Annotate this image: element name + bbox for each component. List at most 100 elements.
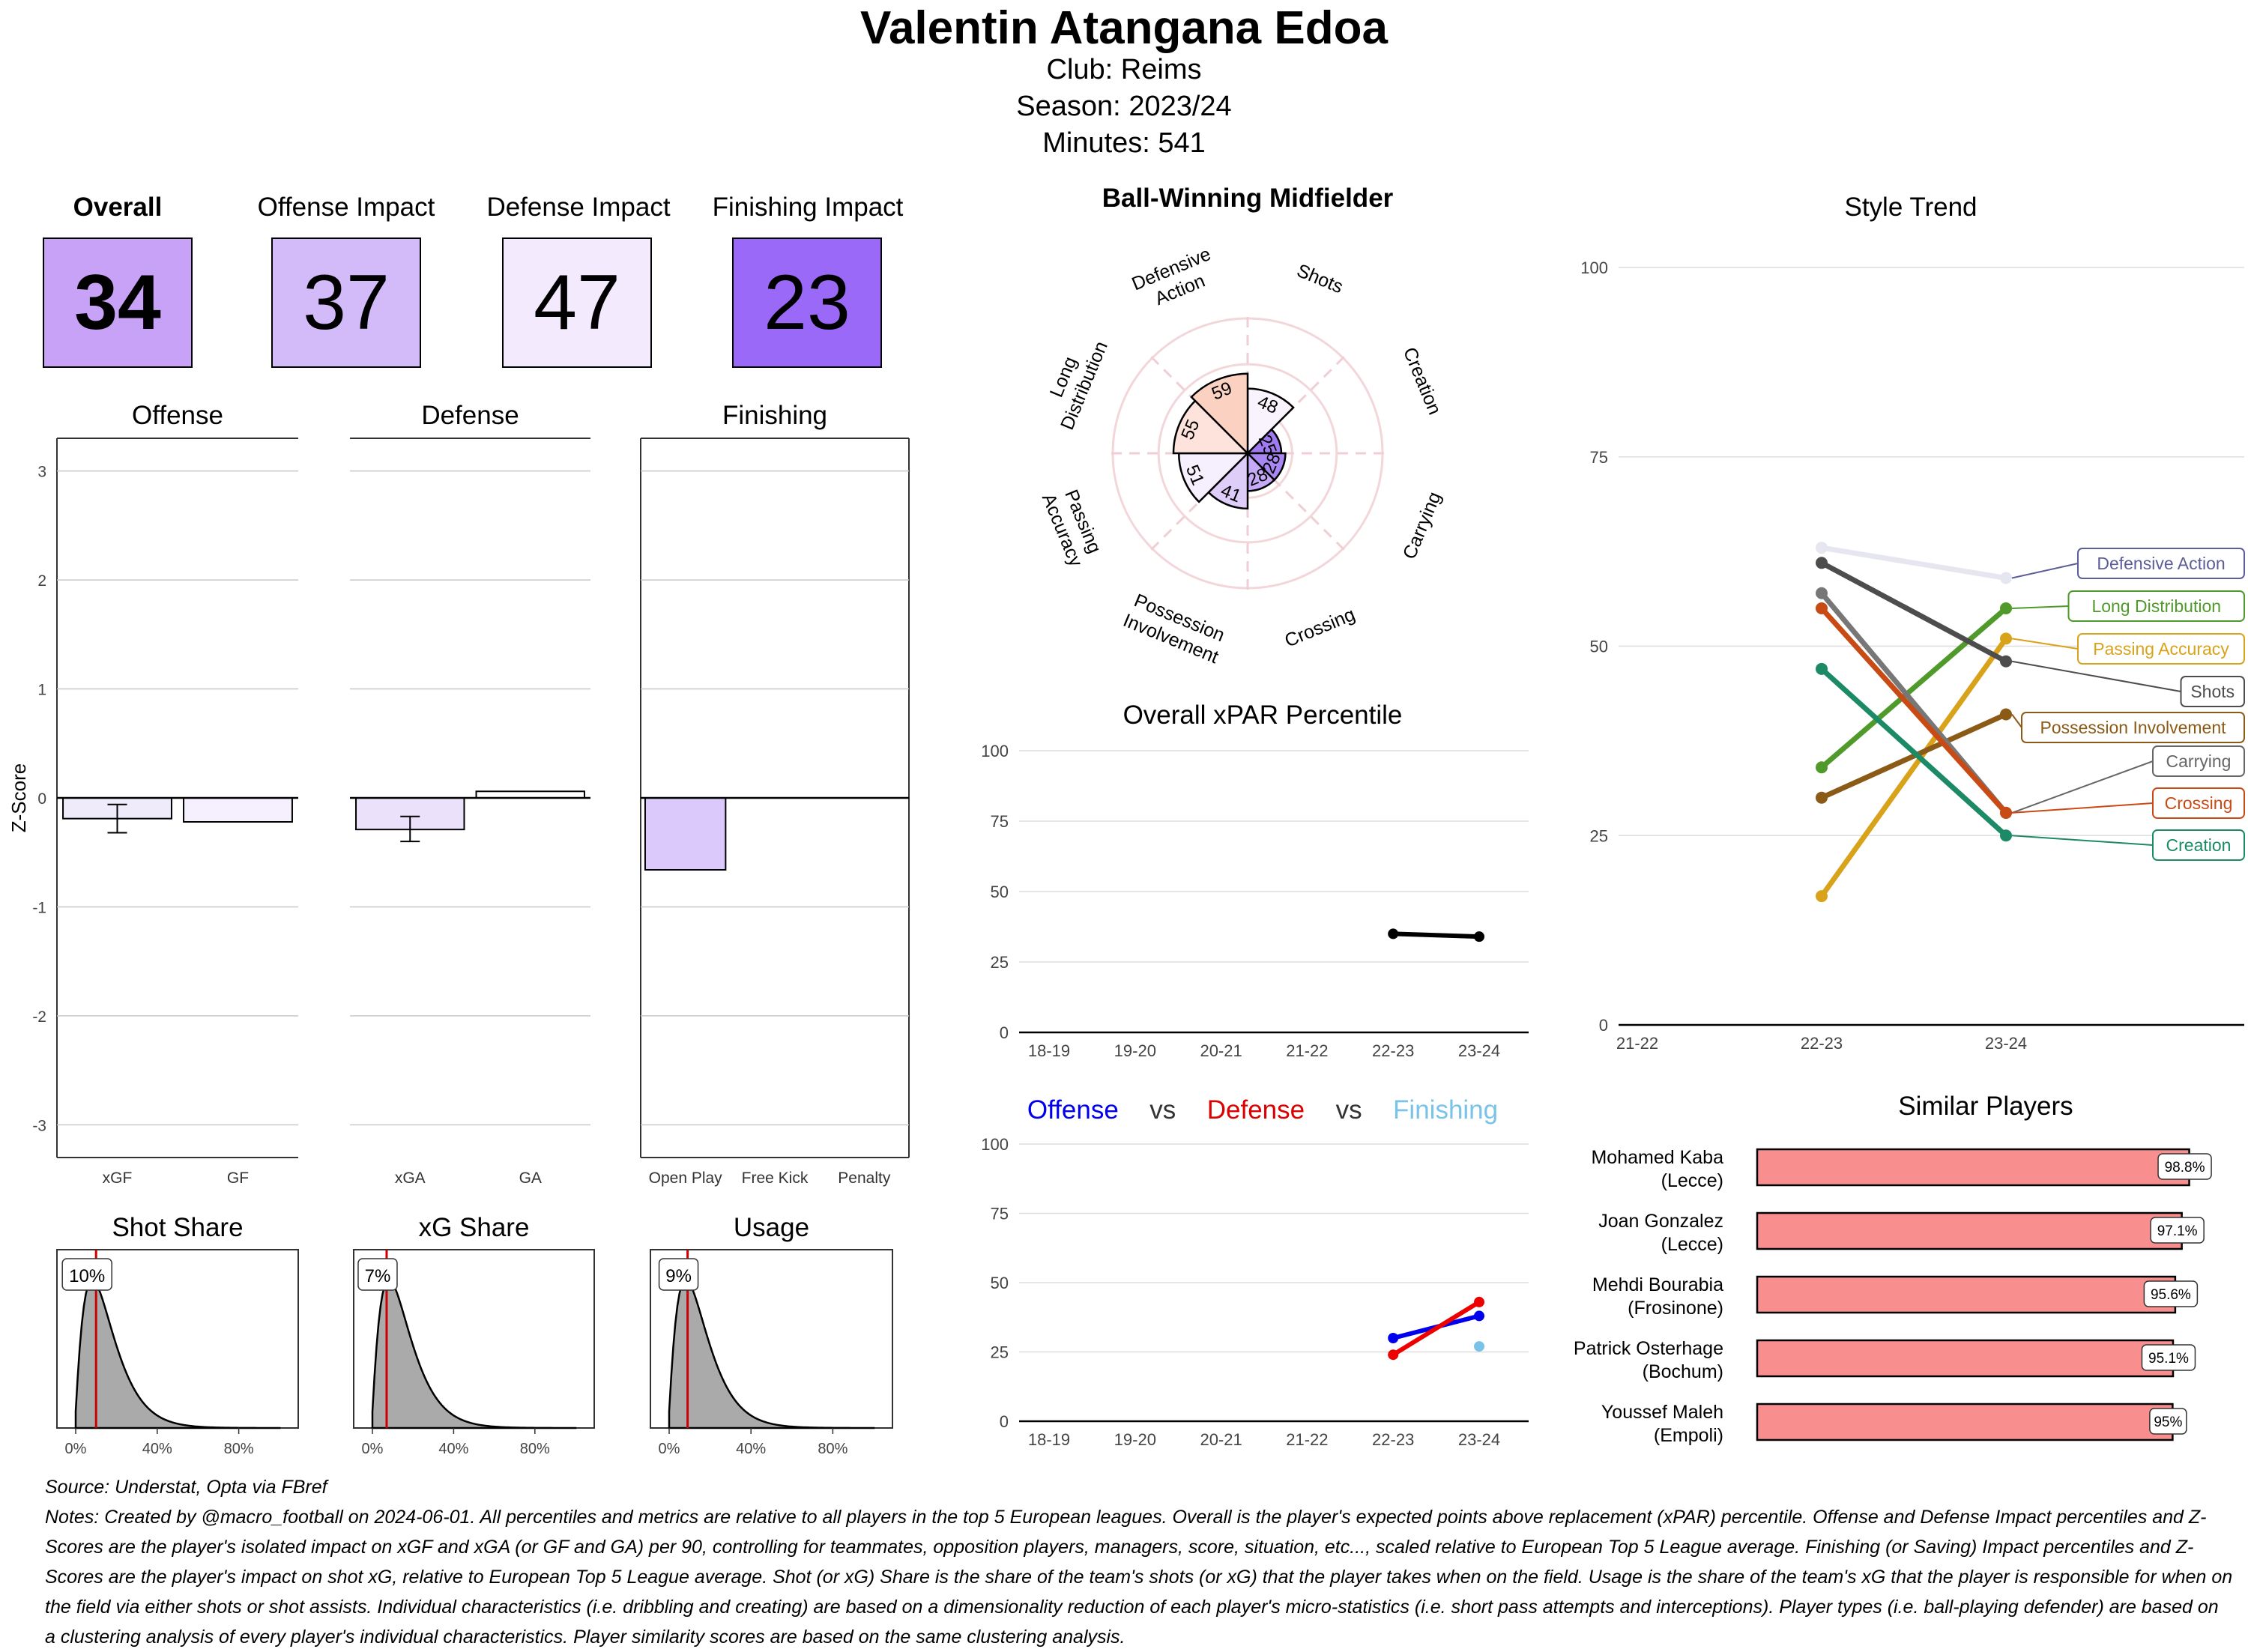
similar-label: 95.6% [2151,1287,2191,1303]
share-density-area [668,1278,875,1429]
share-xtick: 0% [65,1441,87,1453]
radar-axis-label: Shots [1294,260,1347,297]
zscore-ytick: -3 [32,1117,46,1134]
share-xtick: 0% [659,1441,680,1453]
zscore-ylabel: Z-Score [7,763,30,832]
similar-label-box [2150,1217,2205,1244]
style-series-line [1820,560,2007,664]
share-charts: Shot Share 10% 0% 40% 80% xG Share 7% 0% 40% 80% U… [56,1213,893,1453]
share-xtick: 40% [438,1441,468,1453]
line-xtick: 20-21 [1200,1430,1242,1449]
style-point [1816,791,1828,804]
radar-axis-label: Creation [1399,345,1445,418]
style-title: Style Trend [1844,193,1977,222]
share-xtick: 40% [736,1441,766,1453]
similar-player-name: Mehdi Bourabia [1592,1274,1723,1295]
season-line: Season: 2023/24 [0,91,2248,123]
style-label: Long Distribution [2091,596,2221,616]
radar-axis-label: PossessionInvolvement [1120,589,1230,668]
style-label: Carrying [2166,751,2232,771]
similar-label-box [2157,1153,2212,1180]
zscore-ytick: 0 [37,790,46,808]
zscore-xtick: GF [227,1170,249,1187]
style-ytick: 25 [1590,826,1608,845]
share-label-box [658,1258,699,1291]
ovd-title-vs-1: vs [1149,1095,1176,1125]
share-label-box [357,1258,398,1291]
similar-players-chart: Mohamed Kaba(Lecce)98.8%Joan Gonzalez(Le… [1574,1147,2212,1446]
line-xtick: 19-20 [1114,1430,1156,1449]
share-xtick: 40% [142,1441,172,1453]
zscore-chart: Z-Score 3 2 1 0 -1 -2 -3 Offense xGF GF Defense xGA G… [7,401,910,1187]
style-point [2000,829,2012,842]
line-xtick: 21-22 [1286,1041,1328,1060]
style-label-leader [2011,713,2022,728]
zscore-panel-title: Defense [421,401,519,430]
style-series-line [1819,637,2008,898]
style-label-leader [2011,638,2079,650]
style-point [2000,806,2012,819]
style-label-leader [2011,660,2181,692]
similar-player-name: Youssef Maleh [1601,1402,1723,1423]
line-xtick: 18-19 [1028,1041,1070,1060]
similar-label-box [2141,1344,2196,1371]
line-ytick: 0 [1000,1023,1009,1042]
overall-title: Overall xPAR Percentile [1123,701,1403,730]
similar-player-name: Mohamed Kaba [1591,1147,1723,1168]
similar-player-club: (Bochum) [1643,1361,1723,1382]
season-value: 2023/24 [1128,91,1232,122]
zscore-bar [475,790,585,799]
line-ytick: 100 [981,742,1009,760]
style-label: Passing Accuracy [2093,639,2229,659]
similar-bar [1756,1275,2177,1314]
style-point [2000,632,2012,645]
similar-title: Similar Players [1898,1092,2073,1121]
zscore-panel-title: Offense [132,401,223,430]
style-point [1816,602,1828,614]
radar-axis-label: PassingAccuracy [1038,482,1108,570]
style-ytick: 0 [1599,1016,1608,1035]
line-ytick: 75 [991,1205,1009,1223]
radar-axis-label: DefensiveAction [1128,243,1222,315]
similar-label: 95.1% [2148,1351,2189,1367]
share-xtick: 80% [520,1441,550,1453]
line-xtick: 23-24 [1458,1041,1500,1060]
style-label: Creation [2166,835,2232,855]
radar-wedge [1190,372,1249,456]
ovd-chart: 100 75 50 25 0 18-19 19-20 20-21 21-22 22-23 23-24 [981,1135,1529,1449]
style-label: Defensive Action [2097,554,2225,573]
style-label: Possession Involvement [2040,718,2226,737]
zscore-ytick: 3 [37,464,46,481]
share-label-box [61,1258,112,1291]
style-point [1816,761,1828,774]
ovd-title-defense: Defense [1206,1095,1305,1125]
style-series-line [1819,606,2008,815]
zscore-xtick: Open Play [649,1170,723,1187]
line-xtick: 21-22 [1286,1430,1328,1449]
footer-notes: Notes: Created by @macro_football on 202… [45,1507,2233,1648]
card-overall-label: Overall [73,193,163,222]
style-point [1816,890,1828,903]
card-finishing-label: Finishing Impact [712,193,904,222]
zscore-xtick: Penalty [838,1170,891,1187]
line-point [1474,1341,1484,1352]
card-finishing-value: 23 [732,237,882,368]
similar-label: 95% [2154,1415,2182,1430]
similar-player-name: Patrick Osterhage [1574,1338,1723,1359]
zscore-bar [183,797,293,823]
overall-chart: 100 75 50 25 0 18-19 19-20 20-21 21-22 22-23 23-24 [981,742,1529,1060]
style-label-box [2152,829,2245,861]
line-point [1474,931,1484,943]
line-series [1393,931,1480,940]
style-xtick: 21-22 [1616,1034,1658,1053]
radar-axis-label: Carrying [1399,488,1445,562]
style-label-box [2180,676,2245,707]
style-point [1816,557,1828,569]
style-series-line [1820,712,2007,800]
style-label-box [2077,633,2245,665]
line-xtick: 18-19 [1028,1430,1070,1449]
club-value: Reims [1120,54,1202,85]
radar-wedge [1177,452,1251,503]
radar-axis-label: Crossing [1282,604,1359,652]
style-point [1816,542,1828,554]
